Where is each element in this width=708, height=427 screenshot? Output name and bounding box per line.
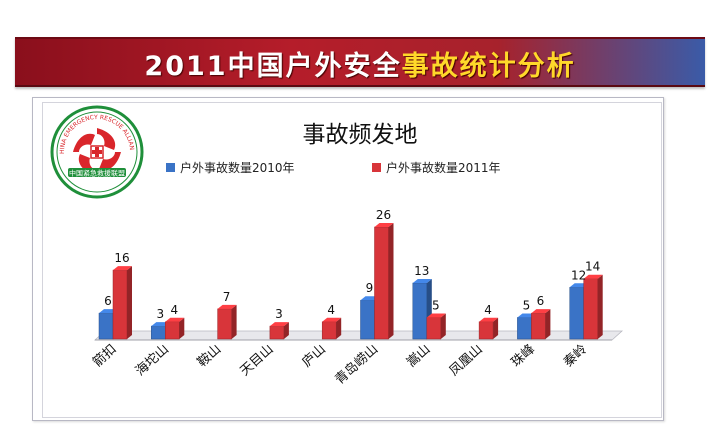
value-label-2011-0: 16 (114, 251, 129, 265)
category-label-2: 鞍山 (194, 341, 224, 370)
value-label-2010-0: 6 (104, 294, 112, 308)
value-label-2011-7: 4 (484, 303, 492, 317)
logo-banner (68, 168, 126, 177)
bar-2011-4 (321, 317, 342, 340)
category-label-4: 庐山 (300, 342, 329, 371)
title-bar: 2011中国户外安全事故统计分析 (15, 37, 705, 87)
category-labels-layer: 箭扣 海坨山 鞍山 天目山 庐山 青岛崂山 嵩山 凤凰山 珠峰 秦岭 (90, 341, 591, 388)
bar-2011-2 (217, 304, 237, 340)
category-label-8: 珠峰 (509, 342, 538, 371)
bar-2011-7 (478, 317, 499, 340)
value-label-2011-6: 5 (432, 298, 440, 312)
bar-2011-0 (112, 266, 132, 340)
legend: 户外事故数量2010年 户外事故数量2011年 (166, 160, 501, 175)
value-label-2011-2: 7 (223, 290, 231, 304)
category-label-6: 嵩山 (404, 342, 433, 371)
title-part-yellow: 事故统计分析 (401, 51, 576, 82)
bars-layer (98, 223, 603, 340)
logo-ring-text-bottom: 中国紧急救援联盟 (69, 169, 125, 178)
value-label-2011-5: 26 (376, 208, 391, 222)
value-label-2010-5: 9 (366, 281, 374, 295)
chart-title: 事故频发地 (303, 122, 418, 148)
bar-2011-9 (583, 274, 603, 340)
value-label-2010-6: 13 (414, 264, 429, 278)
category-label-3: 天目山 (238, 342, 277, 379)
chart-inner-frame (42, 102, 662, 418)
bar-2011-3 (269, 322, 289, 340)
value-label-2010-9: 12 (571, 268, 586, 282)
value-label-2011-1: 4 (170, 303, 178, 317)
title-part-white: 2011中国户外安全 (144, 51, 402, 82)
value-label-2010-1: 3 (156, 307, 164, 321)
legend-label-2010: 户外事故数量2010年 (180, 160, 295, 175)
legend-swatch-2011 (372, 163, 381, 172)
category-label-1: 海坨山 (132, 341, 172, 379)
bar-2010-6 (412, 279, 432, 340)
logo: CHINA EMERGENCY RESCUE ALLIANCE 中国紧急救援联盟 (0, 0, 144, 199)
category-label-5: 青岛崂山 (332, 341, 381, 388)
bar-2011-1 (165, 317, 185, 340)
category-label-7: 凤凰山 (447, 342, 486, 379)
value-label-2011-9: 14 (585, 260, 600, 274)
value-label-2011-8: 6 (537, 294, 545, 308)
bar-2011-6 (426, 313, 446, 340)
page-title: 2011中国户外安全事故统计分析 (15, 44, 705, 83)
category-label-9: 秦岭 (561, 342, 590, 371)
bar-2011-5 (374, 223, 394, 340)
legend-label-2011: 户外事故数量2011年 (386, 160, 501, 175)
value-label-2011-3: 3 (275, 307, 283, 321)
legend-swatch-2010 (166, 163, 175, 172)
value-label-2011-4: 4 (327, 303, 335, 317)
bar-2011-8 (531, 309, 551, 340)
category-label-0: 箭扣 (90, 341, 120, 370)
value-label-2010-8: 5 (523, 298, 531, 312)
